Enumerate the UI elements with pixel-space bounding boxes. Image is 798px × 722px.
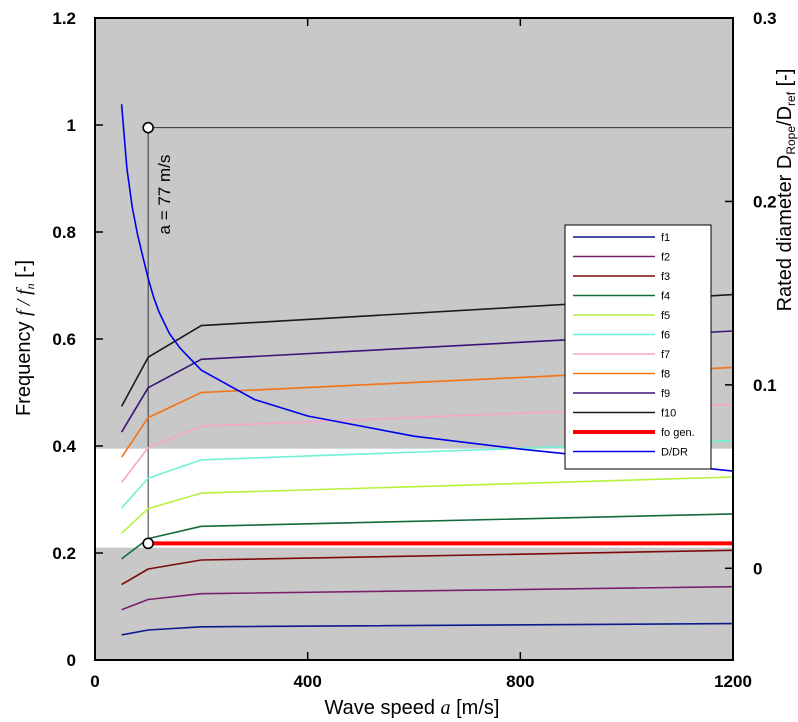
y-left-axis-ticks: 0 0.2 0.4 0.6 0.8 1 1.2 (52, 9, 103, 670)
y-left-axis-title-prefix: Frequency (13, 316, 35, 416)
x-tick-label: 800 (506, 672, 534, 691)
legend-label-f3: f3 (661, 271, 670, 283)
y-left-tick-label: 0.2 (52, 544, 76, 563)
x-tick-label: 1200 (714, 672, 752, 691)
intersection-marker-1 (142, 121, 154, 134)
y-left-tick-label: 0.4 (52, 437, 76, 456)
legend-label-f4: f4 (661, 291, 670, 303)
series-line-f1 (121, 622, 734, 636)
y-right-tick-label: 0.3 (753, 9, 777, 28)
wave-speed-annotation: a = 77 m/s (155, 155, 174, 235)
y-right-axis-title-suffix: [-] (774, 69, 796, 92)
y-left-tick-label: 0.8 (52, 223, 76, 242)
y-left-axis-title-sub: n (23, 283, 37, 289)
legend-label-f10: f10 (661, 408, 676, 420)
y-right-axis-title-mid: /D (774, 106, 796, 126)
y-left-tick-label: 0 (67, 651, 76, 670)
x-axis-ticks: 0 400 800 1200 (90, 18, 752, 691)
series-line-f2 (121, 585, 734, 611)
legend-label-f8: f8 (661, 369, 670, 381)
legend-label-f7: f7 (661, 349, 670, 361)
y-right-axis-title-sub2: ref (784, 91, 798, 106)
y-right-tick-label: 0 (753, 559, 762, 578)
legend-label-f1: f1 (661, 232, 670, 244)
annotations: a = 77 m/s (155, 155, 174, 235)
y-left-tick-label: 1 (67, 116, 76, 135)
y-right-axis-title-prefix: Rated diameter D (774, 155, 796, 312)
x-tick-label: 0 (90, 672, 99, 691)
intersection-marker-2 (142, 537, 154, 550)
legend-label-f5: f5 (661, 310, 670, 322)
shaded-band-1 (95, 547, 733, 660)
y-right-tick-label: 0.1 (753, 376, 777, 395)
legend-label-f6: f6 (661, 330, 670, 342)
x-tick-label: 400 (293, 672, 321, 691)
series-line-d-dr (120, 104, 734, 472)
x-axis-title-var: a (441, 697, 451, 719)
legend-label-f2: f2 (661, 252, 670, 264)
series-layer (120, 104, 734, 636)
y-left-axis-title: Frequency f / fn [-] (13, 260, 37, 416)
series-line-f3 (121, 549, 734, 586)
y-right-axis-title: Rated diameter DRope/Dref [-] (774, 69, 798, 312)
x-axis-title-suffix: [m/s] (451, 697, 500, 719)
legend: f1 f2 f3 f4 f5 f6 f7 f8 f9 f10 fo gen. D/DR (564, 224, 712, 470)
y-left-tick-label: 1.2 (52, 9, 76, 28)
y-right-axis-ticks: 0 0.1 0.2 0.3 (725, 9, 777, 578)
y-left-axis-title-suffix: [-] (13, 260, 35, 283)
y-right-axis-title-sub1: Rope (784, 126, 798, 155)
series-line-f5 (121, 476, 734, 534)
legend-label-fo-gen: fo gen. (661, 427, 695, 439)
y-left-tick-label: 0.6 (52, 330, 76, 349)
series-line-f6 (121, 439, 734, 509)
series-line-f4 (121, 513, 734, 560)
legend-label-d-dr: D/DR (661, 447, 688, 459)
series-line-f7 (120, 403, 734, 483)
x-axis-title-prefix: Wave speed (325, 697, 441, 719)
reference-lines (147, 127, 733, 544)
series-line-f9 (120, 330, 734, 433)
y-left-axis-title-var: f / f (13, 287, 35, 316)
x-axis-title: Wave speed a [m/s] (325, 697, 500, 719)
legend-box (564, 224, 712, 470)
legend-label-f9: f9 (661, 388, 670, 400)
y-right-tick-label: 0.2 (753, 192, 777, 211)
intersection-markers (142, 121, 154, 550)
series-line-f8 (120, 366, 734, 458)
